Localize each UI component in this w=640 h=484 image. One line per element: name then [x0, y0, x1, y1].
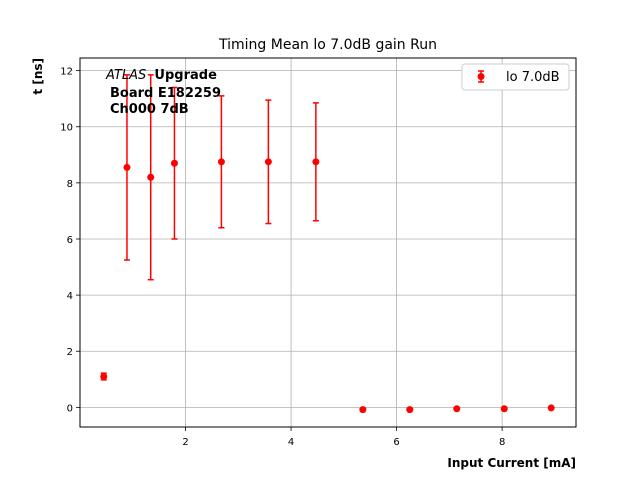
data-point — [359, 406, 367, 414]
y-tick-label: 6 — [67, 235, 73, 246]
channel-label: Ch000 7dB — [110, 102, 189, 117]
y-tick-label: 8 — [67, 179, 73, 190]
x-tick-label: 6 — [393, 437, 399, 448]
data-point — [170, 159, 178, 167]
upgrade-label: Upgrade — [154, 68, 217, 83]
legend-box — [461, 63, 570, 91]
atlas-label: ATLAS — [105, 68, 146, 83]
y-tick-label: 12 — [60, 67, 73, 78]
data-point — [406, 406, 414, 414]
plot-frame — [79, 57, 577, 428]
y-ticks: 0 2 4 6 8 10 12 — [60, 67, 80, 414]
data-point — [123, 163, 131, 171]
y-tick-label: 0 — [67, 403, 73, 414]
svg-text:ATLAS Upgrade: ATLAS Upgrade — [105, 68, 217, 83]
data-point — [500, 405, 508, 413]
y-gridlines — [80, 70, 576, 408]
x-ticks: 2 4 6 8 — [182, 427, 505, 448]
x-gridlines — [185, 58, 503, 427]
x-axis-label: Input Current [mA] — [447, 456, 576, 470]
legend-label: lo 7.0dB — [506, 70, 560, 85]
legend: lo 7.0dB — [461, 63, 570, 91]
x-tick-label: 8 — [499, 437, 505, 448]
atlas-annotation: ATLAS Upgrade Board E182259 Ch000 7dB — [105, 68, 221, 117]
data-point — [147, 173, 155, 181]
x-tick-label: 2 — [182, 437, 188, 448]
legend-marker — [477, 70, 485, 83]
y-tick-label: 4 — [67, 291, 73, 302]
y-tick-label: 10 — [60, 123, 73, 134]
data-point — [100, 372, 108, 380]
data-point — [264, 158, 272, 166]
board-label: Board E182259 — [110, 86, 221, 101]
y-tick-label: 2 — [67, 347, 73, 358]
x-tick-label: 4 — [288, 437, 294, 448]
data-point — [453, 405, 461, 413]
data-point — [217, 158, 225, 166]
data-point — [312, 158, 320, 166]
chart-title: Timing Mean lo 7.0dB gain Run — [218, 37, 437, 53]
plot-area — [80, 58, 576, 427]
y-axis-label: t [ns] — [31, 58, 45, 95]
data-point — [547, 404, 555, 412]
data-marks — [100, 74, 555, 414]
